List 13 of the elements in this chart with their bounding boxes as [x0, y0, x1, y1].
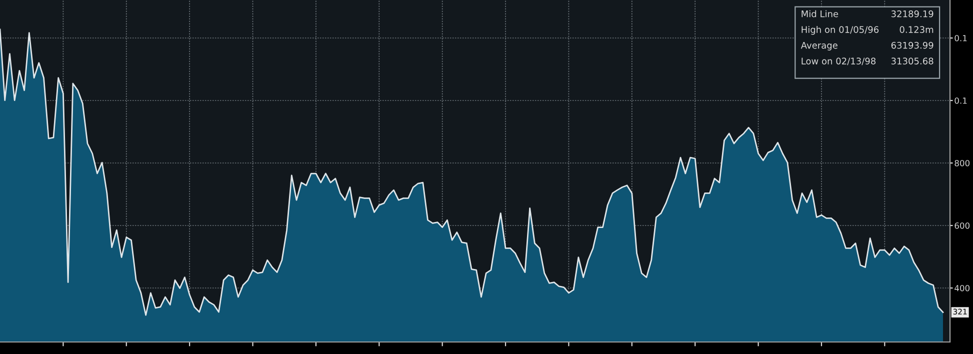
annotation: 63193.99: [891, 42, 934, 49]
text: 32189.19: [891, 10, 934, 18]
text: 800: [954, 160, 970, 166]
text: 400: [954, 284, 970, 292]
annotation: Average: [800, 42, 838, 50]
text: Mid Line: [802, 10, 838, 18]
annotation: 0.123m: [900, 26, 934, 33]
text: 0.1: [954, 34, 967, 42]
annotation: Low on 02/13/98: [802, 58, 876, 66]
annotation: 31305.68: [891, 58, 934, 64]
annotation: High on 01/05/96: [802, 26, 879, 35]
text: 600: [954, 222, 970, 229]
text: 0.1: [954, 97, 967, 104]
